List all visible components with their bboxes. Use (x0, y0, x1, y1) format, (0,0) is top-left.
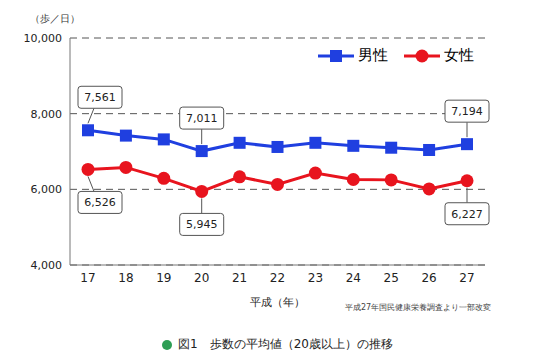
html-text:（歩／日）: （歩／日） (30, 13, 80, 24)
svg-text:平成（年）: 平成（年） (250, 296, 305, 309)
svg-text:6,227: 6,227 (451, 208, 483, 221)
svg-text:23: 23 (308, 271, 323, 285)
svg-text:8,000: 8,000 (31, 108, 63, 121)
svg-text:6,526: 6,526 (84, 196, 116, 209)
svg-text:24: 24 (346, 271, 361, 285)
svg-text:10,000: 10,000 (24, 32, 63, 45)
svg-text:6,000: 6,000 (31, 183, 63, 196)
html-text:女性: 女性 (444, 46, 474, 64)
svg-text:19: 19 (156, 271, 171, 285)
html-text:男性: 男性 (358, 46, 388, 64)
html-text:平成27年国民健康栄養調査より一部改変: 平成27年国民健康栄養調査より一部改変 (345, 303, 492, 312)
svg-text:21: 21 (232, 271, 247, 285)
svg-text:7,011: 7,011 (186, 112, 218, 125)
html-text:図1 歩数の平均値（20歳以上）の推移: 図1 歩数の平均値（20歳以上）の推移 (178, 337, 393, 351)
svg-text:7,561: 7,561 (84, 91, 116, 104)
svg-text:25: 25 (384, 271, 399, 285)
svg-text:27: 27 (459, 271, 474, 285)
svg-text:26: 26 (421, 271, 436, 285)
svg-text:22: 22 (270, 271, 285, 285)
svg-text:5,945: 5,945 (186, 218, 218, 231)
svg-text:20: 20 (194, 271, 209, 285)
svg-text:7,194: 7,194 (451, 105, 483, 118)
svg-text:17: 17 (80, 271, 95, 285)
svg-text:4,000: 4,000 (31, 259, 63, 272)
svg-text:18: 18 (118, 271, 133, 285)
